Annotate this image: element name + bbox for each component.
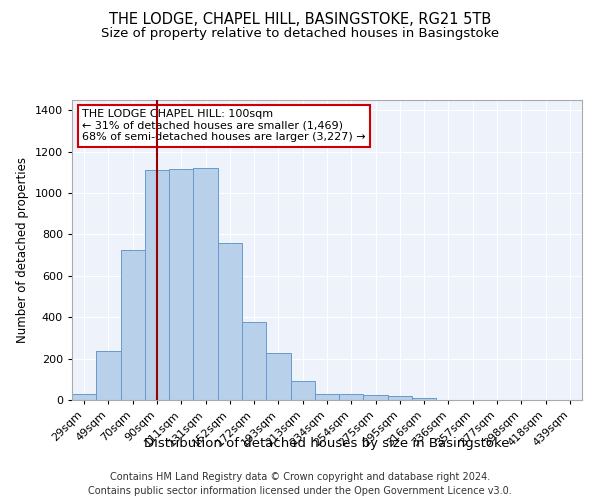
Text: Contains public sector information licensed under the Open Government Licence v3: Contains public sector information licen… [88, 486, 512, 496]
Bar [218, 243, 242, 400]
Bar [72, 394, 96, 400]
Bar [388, 396, 412, 400]
Bar [315, 394, 339, 400]
Bar [169, 170, 193, 400]
Bar [266, 354, 290, 400]
Text: Contains HM Land Registry data © Crown copyright and database right 2024.: Contains HM Land Registry data © Crown c… [110, 472, 490, 482]
Bar [412, 398, 436, 400]
Bar [96, 352, 121, 400]
Text: THE LODGE CHAPEL HILL: 100sqm
← 31% of detached houses are smaller (1,469)
68% o: THE LODGE CHAPEL HILL: 100sqm ← 31% of d… [82, 109, 366, 142]
Bar [364, 395, 388, 400]
Y-axis label: Number of detached properties: Number of detached properties [16, 157, 29, 343]
Bar [193, 168, 218, 400]
Bar [145, 170, 169, 400]
Text: Distribution of detached houses by size in Basingstoke: Distribution of detached houses by size … [144, 438, 510, 450]
Bar [339, 394, 364, 400]
Text: THE LODGE, CHAPEL HILL, BASINGSTOKE, RG21 5TB: THE LODGE, CHAPEL HILL, BASINGSTOKE, RG2… [109, 12, 491, 28]
Bar [121, 250, 145, 400]
Bar [242, 322, 266, 400]
Bar [290, 382, 315, 400]
Text: Size of property relative to detached houses in Basingstoke: Size of property relative to detached ho… [101, 28, 499, 40]
